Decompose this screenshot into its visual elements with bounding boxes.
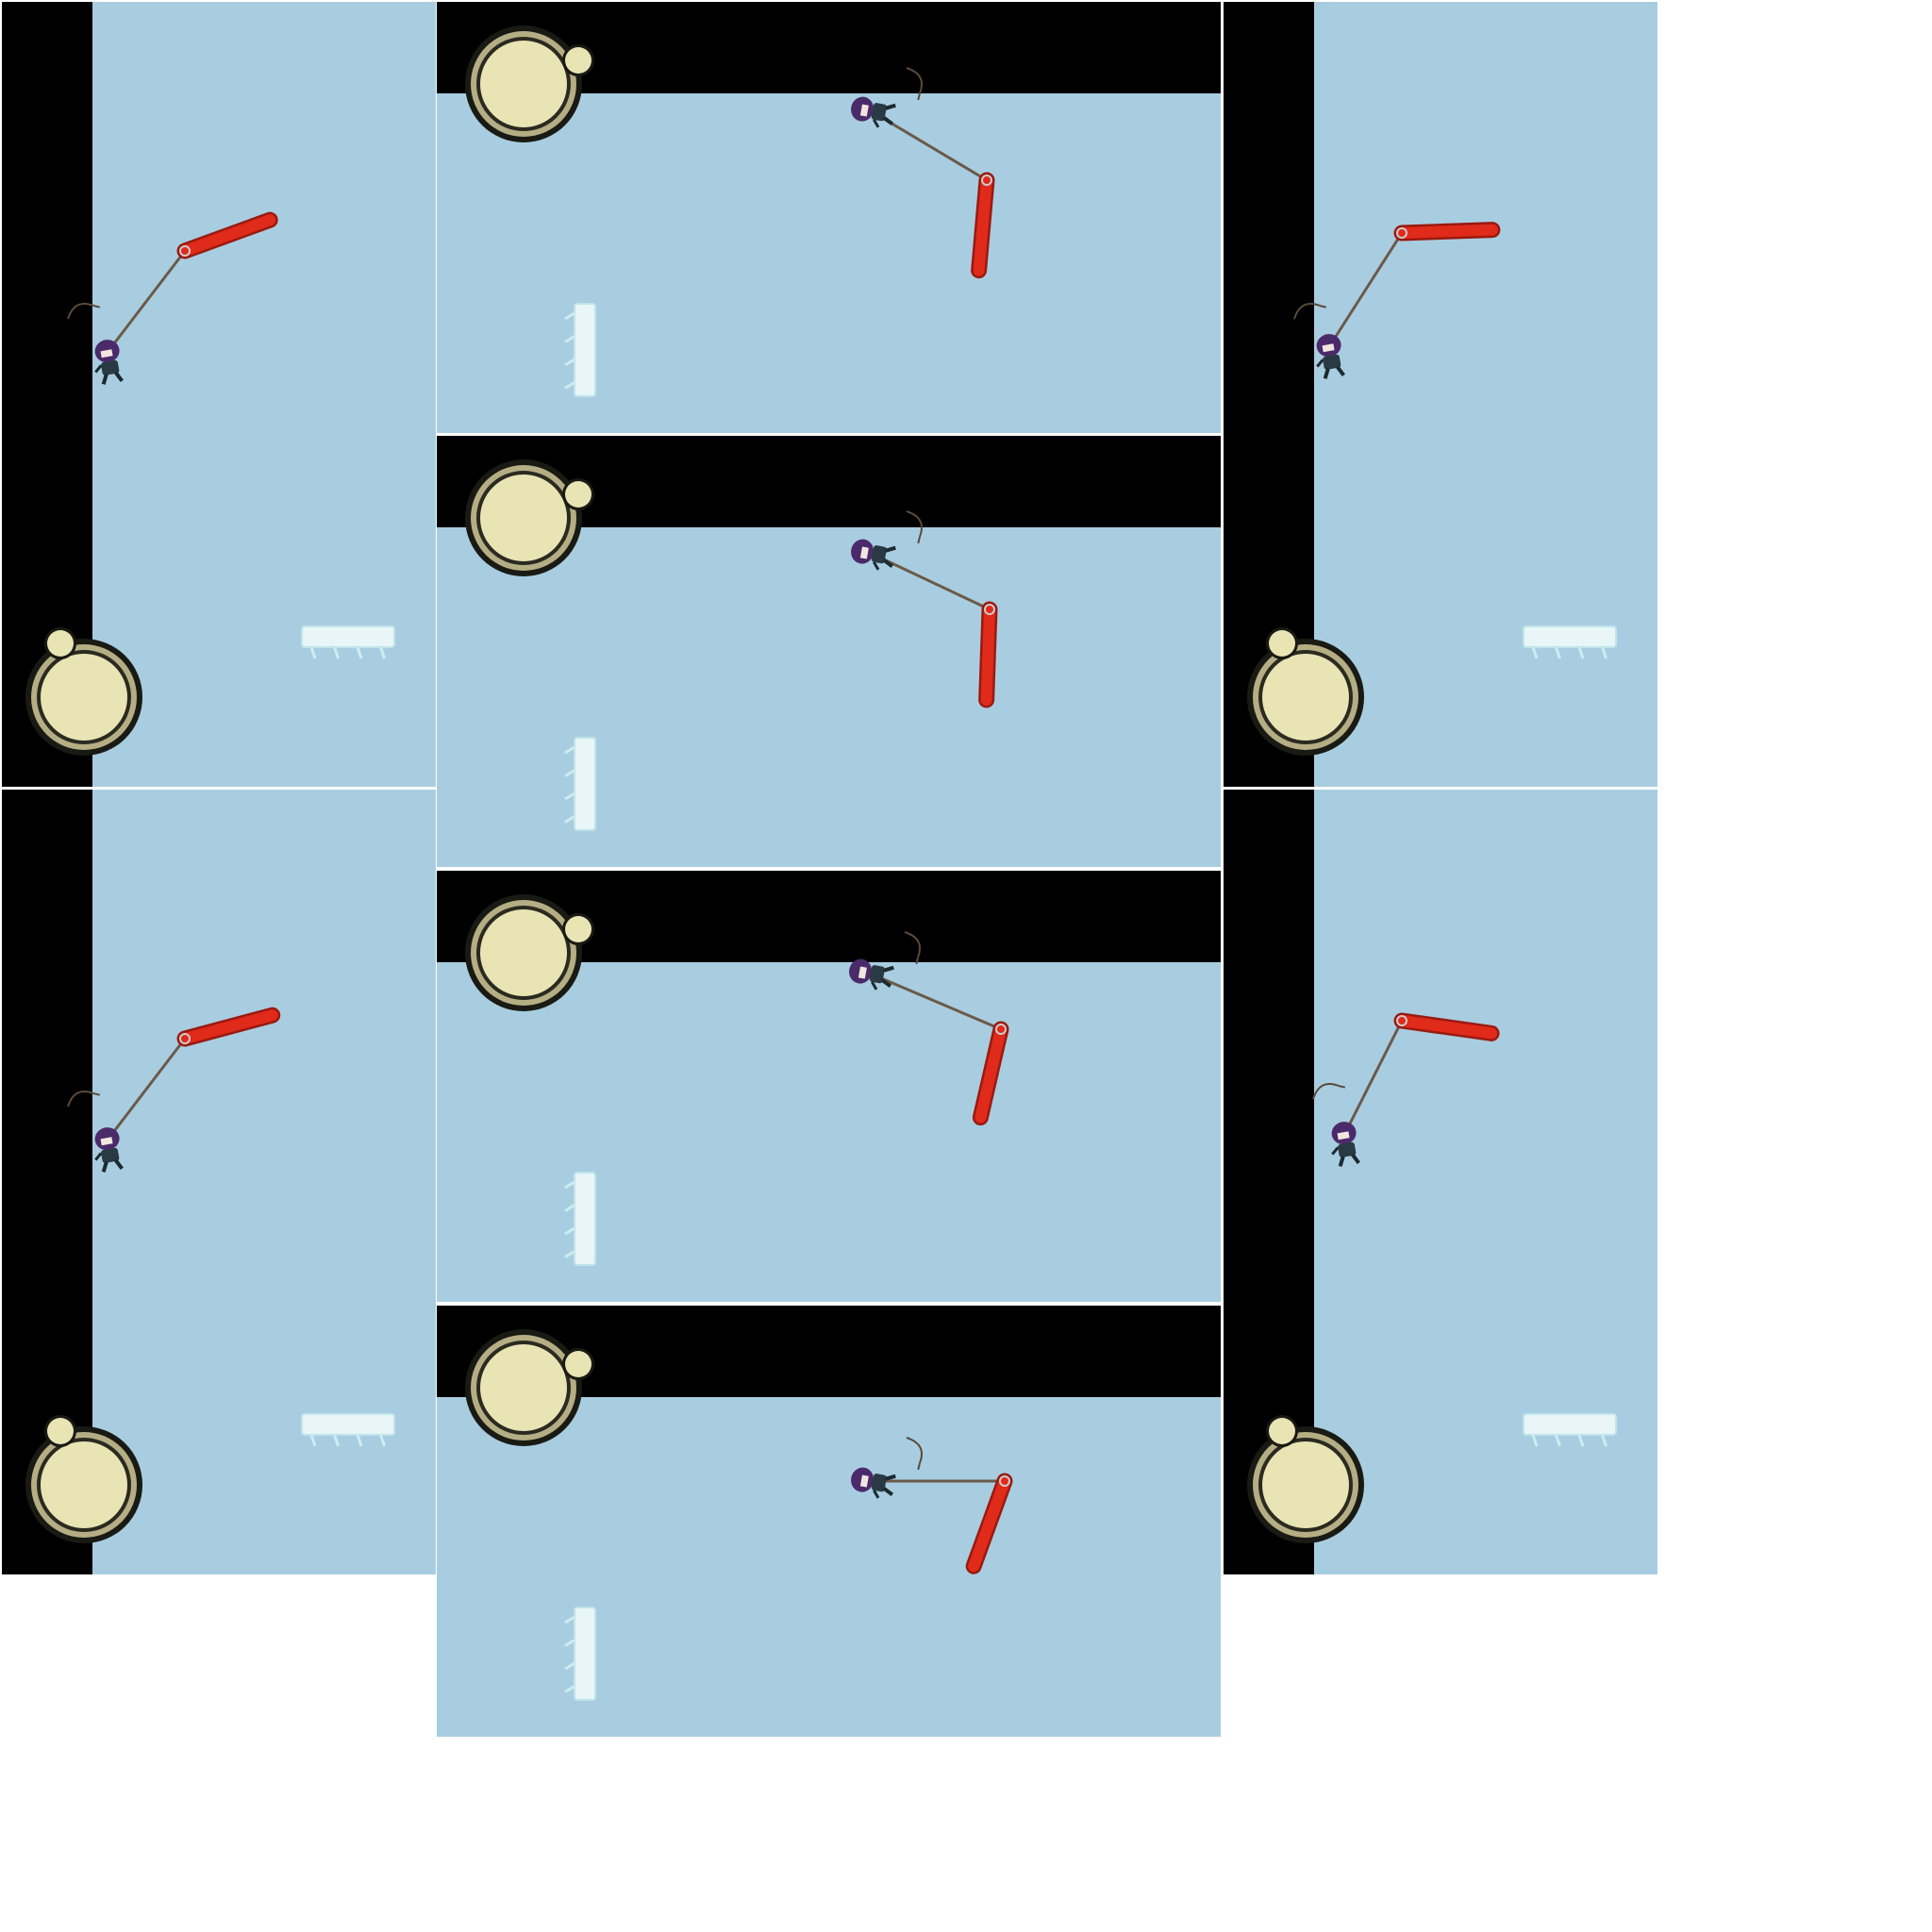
rope-anchor-icon — [999, 1475, 1010, 1487]
grappling-hook-icon — [906, 510, 924, 544]
grappling-rope — [867, 971, 1002, 1031]
rope-anchor-icon — [1396, 227, 1407, 239]
ice-platform-icon — [1523, 1413, 1617, 1447]
grappling-hook-icon — [1293, 302, 1327, 320]
round-button-icon — [25, 627, 142, 756]
rope-anchor-icon — [995, 1024, 1007, 1035]
grappling-hook-icon — [1312, 1082, 1346, 1100]
frame-3 — [1224, 2, 1657, 787]
rope-anchor-icon — [179, 1033, 191, 1044]
grappling-hook-icon — [906, 1437, 924, 1471]
rope-anchor-icon — [981, 175, 992, 186]
ice-platform-icon — [564, 737, 596, 831]
round-button-icon — [465, 1329, 594, 1446]
frame-7 — [1224, 790, 1657, 1574]
player-ninja-icon — [94, 340, 124, 385]
player-ninja-icon — [851, 1467, 896, 1499]
grappling-rope — [1343, 1020, 1404, 1134]
ice-platform-icon — [1523, 625, 1617, 659]
player-ninja-icon — [851, 96, 896, 128]
ice-platform-icon — [564, 1172, 596, 1266]
round-button-icon — [1247, 1415, 1364, 1543]
round-button-icon — [1247, 627, 1364, 756]
player-ninja-icon — [851, 539, 896, 571]
grappling-rope — [107, 1038, 187, 1140]
grappling-rope — [107, 250, 187, 352]
grappling-hook-icon — [67, 1090, 101, 1108]
round-button-icon — [25, 1415, 142, 1543]
player-ninja-icon — [1331, 1122, 1360, 1167]
ice-platform-icon — [564, 303, 596, 397]
round-button-icon — [465, 894, 594, 1011]
grappling-hook-icon — [904, 931, 922, 965]
round-button-icon — [465, 25, 594, 142]
frame-4 — [437, 436, 1221, 867]
frame-6 — [437, 871, 1221, 1302]
ice-platform-icon — [564, 1607, 596, 1701]
frame-8 — [437, 1306, 1221, 1737]
ice-platform-icon — [301, 625, 395, 659]
rope-anchor-icon — [1396, 1015, 1407, 1026]
grappling-hook-icon — [67, 302, 101, 320]
player-ninja-icon — [1316, 334, 1345, 379]
grappling-rope — [1328, 232, 1404, 346]
player-ninja-icon — [849, 958, 894, 991]
grappling-hook-icon — [906, 67, 924, 101]
rope-anchor-icon — [179, 245, 191, 257]
rope-anchor-icon — [984, 604, 995, 615]
frame-2 — [437, 2, 1221, 433]
player-ninja-icon — [94, 1127, 124, 1173]
frame-1 — [2, 2, 436, 787]
ice-platform-icon — [301, 1413, 395, 1447]
frame-5 — [2, 790, 436, 1574]
round-button-icon — [465, 459, 594, 576]
